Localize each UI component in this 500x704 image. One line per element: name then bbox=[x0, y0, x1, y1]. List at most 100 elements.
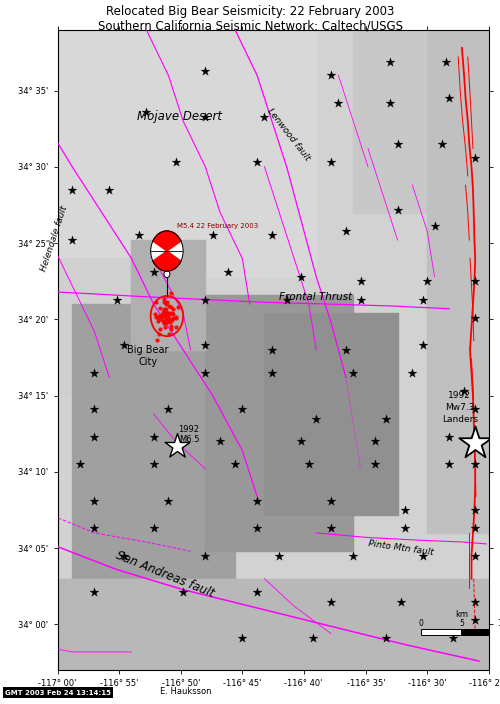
Point bbox=[150, 267, 158, 278]
Point bbox=[164, 315, 172, 326]
Text: M5.4 22 February 2003: M5.4 22 February 2003 bbox=[178, 223, 258, 229]
Point bbox=[160, 303, 168, 314]
Point bbox=[162, 312, 170, 323]
Text: 1992
Mw7.3
Landers: 1992 Mw7.3 Landers bbox=[442, 391, 478, 424]
Point bbox=[160, 310, 168, 322]
Point bbox=[420, 294, 428, 306]
Point bbox=[430, 220, 438, 232]
Point bbox=[166, 315, 174, 326]
Text: 5: 5 bbox=[459, 620, 464, 628]
Point bbox=[90, 496, 98, 507]
Point bbox=[24, 298, 32, 310]
Point bbox=[152, 308, 160, 320]
Point bbox=[174, 441, 182, 452]
Point bbox=[32, 550, 40, 561]
Wedge shape bbox=[153, 251, 181, 271]
Point bbox=[165, 300, 173, 311]
Point bbox=[164, 314, 172, 325]
Point bbox=[157, 310, 165, 321]
Point bbox=[471, 438, 479, 449]
Point bbox=[253, 523, 261, 534]
Point bbox=[160, 310, 168, 321]
Point bbox=[327, 596, 335, 608]
Point bbox=[150, 459, 158, 470]
Point bbox=[154, 312, 162, 323]
Bar bbox=[72, 304, 235, 579]
Point bbox=[349, 367, 357, 379]
Text: Frontal Thrust: Frontal Thrust bbox=[280, 291, 352, 302]
Point bbox=[438, 139, 446, 150]
Point bbox=[166, 288, 174, 299]
Point bbox=[68, 234, 76, 246]
Point bbox=[342, 225, 350, 237]
Text: Helendale fault: Helendale fault bbox=[39, 204, 68, 272]
Point bbox=[202, 294, 209, 306]
Point bbox=[253, 587, 261, 598]
Point bbox=[168, 314, 176, 325]
Point bbox=[158, 310, 166, 322]
Point bbox=[449, 633, 457, 644]
Point bbox=[202, 65, 209, 77]
Point bbox=[208, 230, 216, 241]
Point bbox=[282, 294, 290, 306]
Point bbox=[169, 309, 177, 320]
Point bbox=[166, 320, 174, 332]
Point bbox=[142, 106, 150, 118]
Point bbox=[174, 301, 182, 313]
Bar bbox=[421, 629, 462, 636]
Point bbox=[162, 307, 170, 318]
Point bbox=[460, 385, 468, 396]
Point bbox=[268, 367, 276, 379]
Text: E. Hauksson: E. Hauksson bbox=[160, 686, 212, 696]
Circle shape bbox=[164, 270, 170, 277]
Text: Lenwood fault: Lenwood fault bbox=[265, 107, 312, 163]
Point bbox=[161, 306, 169, 317]
Text: Southern California Seismic Network: Caltech/USGS: Southern California Seismic Network: Cal… bbox=[98, 20, 403, 32]
Point bbox=[164, 308, 172, 319]
Point bbox=[90, 523, 98, 534]
Point bbox=[327, 156, 335, 168]
Point bbox=[160, 307, 168, 318]
Point bbox=[150, 523, 158, 534]
Bar bbox=[132, 240, 206, 350]
Point bbox=[471, 505, 479, 516]
Point bbox=[238, 404, 246, 415]
Point bbox=[172, 321, 180, 332]
Point bbox=[179, 587, 187, 598]
Point bbox=[172, 313, 179, 324]
Text: San Andreas fault: San Andreas fault bbox=[114, 548, 216, 600]
Point bbox=[298, 436, 306, 447]
Point bbox=[260, 111, 268, 122]
Point bbox=[471, 275, 479, 287]
Point bbox=[76, 459, 84, 470]
Point bbox=[298, 271, 306, 282]
Point bbox=[471, 312, 479, 323]
Text: Big Bear
City: Big Bear City bbox=[127, 346, 168, 367]
Point bbox=[401, 505, 409, 516]
Point bbox=[156, 324, 164, 335]
Text: GMT 2003 Feb 24 13:14:15: GMT 2003 Feb 24 13:14:15 bbox=[5, 689, 111, 696]
Point bbox=[471, 523, 479, 534]
Point bbox=[386, 97, 394, 108]
Bar bbox=[264, 313, 398, 515]
Point bbox=[68, 184, 76, 195]
Point bbox=[471, 404, 479, 415]
Point bbox=[168, 303, 176, 315]
Point bbox=[158, 310, 166, 321]
Point bbox=[471, 550, 479, 561]
Point bbox=[168, 308, 176, 319]
Point bbox=[163, 317, 171, 328]
Point bbox=[164, 313, 172, 324]
Point bbox=[420, 340, 428, 351]
Point bbox=[159, 310, 167, 321]
Point bbox=[372, 459, 380, 470]
Point bbox=[305, 459, 313, 470]
Bar bbox=[353, 30, 500, 213]
Bar bbox=[462, 629, 500, 636]
Point bbox=[90, 404, 98, 415]
Point bbox=[202, 550, 209, 561]
Text: 0: 0 bbox=[419, 620, 424, 628]
Point bbox=[216, 436, 224, 447]
Point bbox=[356, 294, 364, 306]
Point bbox=[394, 139, 402, 150]
